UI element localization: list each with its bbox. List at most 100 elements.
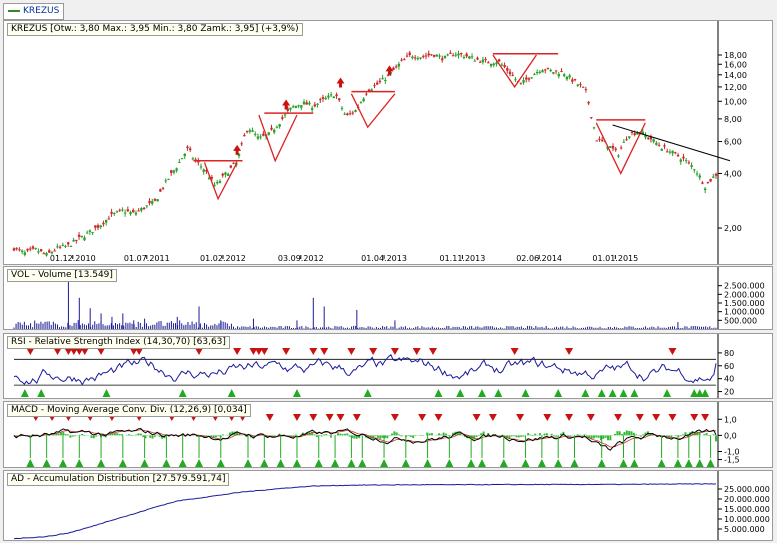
rsi-buy-marker-icon [619, 389, 628, 397]
candle-body [630, 131, 634, 133]
candle-body [224, 172, 227, 175]
candle-body [652, 139, 655, 142]
y-tick-label: 20 [724, 388, 734, 397]
series-line-icon [8, 9, 20, 12]
candle-body [701, 182, 704, 184]
x-tick-label: 01.04.2013 [361, 254, 407, 263]
y-tick-label: 10.000.000 [724, 515, 770, 524]
candle-body [581, 86, 585, 88]
candle-body [91, 232, 94, 234]
candle-body [619, 147, 623, 149]
candle-body [679, 159, 682, 162]
candle-body [359, 102, 363, 104]
candle-body [140, 208, 143, 211]
v-pattern [203, 162, 238, 201]
rsi-buy-marker-icon [597, 389, 606, 397]
ad-panel[interactable]: AD - Accumulation Distribution [27.579.5… [3, 470, 773, 541]
candle-body [58, 246, 62, 248]
price-panel[interactable]: KREZUS [Otw.: 3,80 Max.: 3,95 Min.: 3,80… [3, 20, 773, 265]
rsi-sell-marker-icon [668, 348, 677, 355]
macd-sell-marker-icon [434, 414, 443, 421]
candle-body [243, 134, 246, 137]
macd-buy-marker-icon [244, 459, 252, 467]
rsi-sell-marker-icon [429, 348, 438, 355]
rsi-buy-marker-icon [478, 389, 486, 397]
volume-panel[interactable]: VOL - Volume [13.549] 2.500.000 2.000.000… [3, 266, 773, 330]
rsi-sell-marker-icon [53, 348, 62, 355]
candle-body [584, 89, 588, 91]
rsi-buy-marker-icon [20, 389, 29, 397]
candle-body [644, 134, 647, 138]
candle-body [600, 139, 604, 141]
y-tick-label: 18,00 [724, 51, 747, 60]
candle-body [492, 63, 495, 66]
y-tick-label: 80 [724, 349, 734, 358]
macd-buy-marker-icon [97, 459, 106, 467]
y-tick-label: 60 [724, 362, 734, 371]
candle-body [557, 74, 560, 77]
candle-body [392, 67, 395, 71]
v-pattern [258, 114, 298, 163]
y-tick-label: 10,00 [724, 97, 747, 106]
candle-body [657, 144, 661, 146]
rsi-sell-marker-icon [195, 348, 204, 355]
macd-panel[interactable]: MACD - Moving Average Conv. Div. (12,26,… [3, 401, 773, 468]
macd-buy-marker-icon [75, 459, 84, 467]
candle-body [579, 84, 582, 86]
tab-krezus[interactable]: KREZUS [3, 3, 65, 20]
candle-body [533, 74, 536, 76]
candle-body [80, 235, 83, 238]
candle-body [170, 170, 173, 173]
candle-body [636, 132, 639, 135]
candle-body [354, 110, 357, 112]
candle-body [278, 124, 281, 127]
rsi-sell-marker-icon [26, 348, 35, 355]
candle-body [487, 62, 490, 64]
y-tick-label: 15.000.000 [724, 505, 770, 514]
candle-body [153, 198, 157, 201]
candle-body [568, 75, 571, 78]
y-tick-label: 20.000.000 [724, 495, 770, 504]
candle-body [403, 59, 406, 61]
candle-body [413, 57, 417, 59]
candle-body [381, 78, 384, 80]
x-tick-label: 01.01.2015 [592, 254, 638, 263]
candle-body [655, 142, 658, 145]
candle-body [64, 245, 67, 247]
candle-body [687, 162, 691, 164]
candle-body [695, 173, 699, 175]
candle-body [113, 213, 116, 215]
rsi-panel[interactable]: RSI - Relative Strength Index (14,30,70)… [3, 333, 773, 399]
candle-body [712, 176, 715, 178]
candle-body [12, 248, 16, 251]
candle-body [394, 66, 398, 68]
macd-buy-marker-icon [537, 459, 546, 467]
rsi-sell-marker-icon [510, 348, 519, 355]
macd-sell-marker-icon [565, 414, 574, 421]
candle-body [281, 117, 284, 119]
ad-line [13, 483, 717, 540]
candle-body [338, 98, 341, 101]
candle-body [118, 209, 121, 211]
rsi-buy-marker-icon [227, 389, 236, 397]
rsi-buy-marker-icon [434, 389, 443, 397]
macd-line [13, 427, 717, 451]
macd-sell-marker-icon [668, 414, 677, 421]
y-tick-label: 500.000 [724, 316, 757, 325]
candle-body [53, 250, 56, 252]
candle-body [411, 56, 414, 59]
y-tick-label: 1.000.000 [724, 308, 765, 317]
macd-sell-marker-icon [292, 414, 301, 421]
candle-body [573, 79, 577, 81]
macd-sell-marker-icon [336, 414, 345, 421]
candle-body [180, 158, 184, 160]
candle-body [628, 136, 631, 138]
candle-body [308, 102, 311, 105]
candle-body [148, 200, 151, 204]
candle-body [560, 71, 563, 73]
macd-sell-marker-icon [701, 414, 710, 421]
candle-body [262, 133, 265, 136]
rsi-sell-marker-icon [309, 348, 318, 355]
candle-body [451, 55, 455, 57]
rsi-sell-marker-icon [97, 348, 106, 355]
